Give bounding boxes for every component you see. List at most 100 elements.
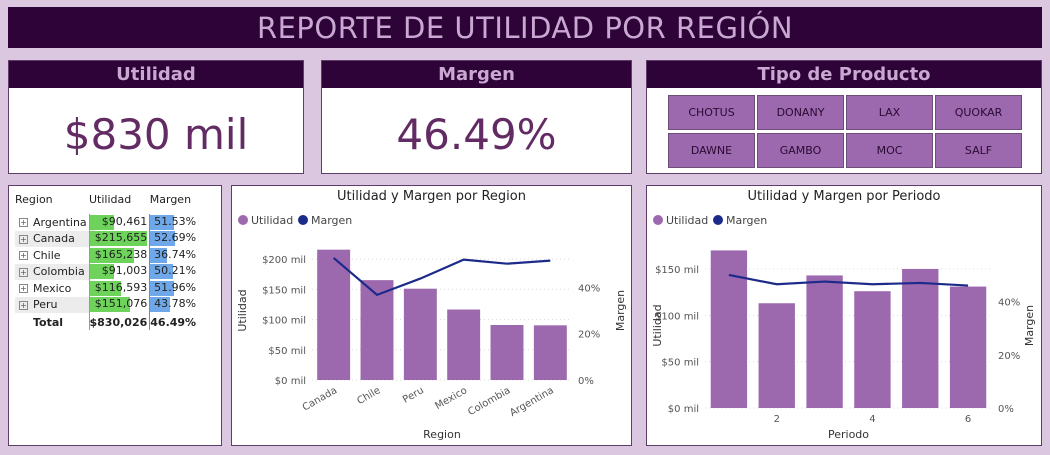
region-cell[interactable]: + Argentina <box>15 214 89 231</box>
utilidad-value: $151,076 <box>94 297 148 311</box>
chart-region-title: Utilidad y Margen por Region <box>337 189 526 204</box>
expand-icon[interactable]: + <box>19 218 28 228</box>
region-cell[interactable]: + Chile <box>15 247 89 264</box>
col-header-margen[interactable]: Margen <box>149 193 192 206</box>
total-label: Total <box>33 316 64 330</box>
x-tick-label: Peru <box>401 385 426 406</box>
product-type-slicer: Tipo de Producto CHOTUS DONANY LAX QUOKA… <box>646 60 1042 174</box>
legend-utilidad-label: Utilidad <box>666 214 708 227</box>
margen-databar <box>150 247 168 263</box>
margen-value: 43.78% <box>154 297 197 311</box>
table-total-row: Total $830,026 46.49% <box>15 313 199 330</box>
region-cell[interactable]: + Peru <box>15 296 89 313</box>
utilidad-value: $215,655 <box>94 231 148 245</box>
table-row[interactable]: + Mexico $116,593 51.96% <box>15 280 199 297</box>
table-row[interactable]: + Colombia $91,003 50.21% <box>15 263 199 280</box>
legend-margen-label: Margen <box>726 214 767 227</box>
col-header-region[interactable]: Region <box>15 193 53 206</box>
utilidad-databar <box>89 297 130 313</box>
expand-icon[interactable]: + <box>19 267 28 277</box>
margen-databar <box>150 214 175 230</box>
legend-margen-label: Margen <box>311 214 352 227</box>
slicer-options: CHOTUS DONANY LAX QUOKAR DAWNE GAMBO MOC… <box>668 95 1022 168</box>
legend-utilidad-label: Utilidad <box>251 214 293 227</box>
bar-utilidad <box>854 291 891 408</box>
margen-cell: 43.78% <box>149 296 199 313</box>
expand-icon[interactable]: + <box>19 251 28 261</box>
utilidad-cell: $91,003 <box>88 263 150 280</box>
margen-value: 52.69% <box>154 231 197 245</box>
chart-card-region: Utilidad y Margen por Region Utilidad Mar… <box>231 185 632 446</box>
kpi-utilidad-label: Utilidad <box>9 61 303 88</box>
utilidad-cell: $90,461 <box>88 214 150 231</box>
table-row[interactable]: + Chile $165,238 36.74% <box>15 247 199 264</box>
region-name: Chile <box>33 248 61 262</box>
y2-tick-label: 0% <box>578 376 594 387</box>
bar-utilidad <box>758 303 795 408</box>
margen-value: 51.53% <box>154 214 197 228</box>
slicer-option-donany[interactable]: DONANY <box>757 95 844 130</box>
table-row[interactable]: + Canada $215,655 52.69% <box>15 230 199 247</box>
margen-value: 50.21% <box>154 264 197 278</box>
expand-icon[interactable]: + <box>19 284 28 294</box>
utilidad-cell: $165,238 <box>88 247 150 264</box>
slicer-option-quokar[interactable]: QUOKAR <box>935 95 1022 130</box>
y2-tick-label: 40% <box>998 298 1020 309</box>
bar-utilidad <box>533 325 567 380</box>
total-utilidad: $830,026 <box>88 313 150 330</box>
slicer-option-moc[interactable]: MOC <box>846 133 933 168</box>
utilidad-value: $165,238 <box>94 247 148 261</box>
margen-databar <box>150 231 175 247</box>
region-cell[interactable]: + Canada <box>15 230 89 247</box>
margen-cell: 51.53% <box>149 214 199 231</box>
x-tick-label: Chile <box>355 385 382 407</box>
utilidad-value: $91,003 <box>101 264 148 278</box>
bar-utilidad <box>447 309 481 380</box>
utilidad-databar <box>89 247 134 263</box>
y-axis-title: Utilidad <box>651 304 664 346</box>
utilidad-databar <box>89 214 114 230</box>
margen-databar <box>150 297 171 313</box>
region-name: Peru <box>33 298 58 312</box>
bar-utilidad <box>902 268 939 408</box>
bar-utilidad <box>949 286 987 408</box>
region-cell[interactable]: + Mexico <box>15 280 89 297</box>
x-tick-label: 4 <box>869 414 875 425</box>
chart-region-svg: Utilidad Margen $0 mil $50 mil $100 mil $150 … <box>236 214 627 441</box>
expand-icon[interactable]: + <box>19 300 28 310</box>
bar-utilidad <box>806 275 843 408</box>
expand-icon[interactable]: + <box>19 234 28 244</box>
slicer-option-dawne[interactable]: DAWNE <box>668 133 755 168</box>
region-cell[interactable]: + Colombia <box>15 263 89 280</box>
slicer-option-gambo[interactable]: GAMBO <box>757 133 844 168</box>
kpi-card-margen: Margen 46.49% <box>321 60 632 174</box>
region-name: Colombia <box>33 265 85 279</box>
region-name: Argentina <box>33 215 87 229</box>
slicer-option-salf[interactable]: SALF <box>935 133 1022 168</box>
line-margen <box>728 273 969 287</box>
y2-tick-label: 0% <box>998 404 1014 415</box>
bar-utilidad <box>710 250 748 408</box>
region-table-card: Region Utilidad Margen + Argentina $90,461… <box>8 185 222 446</box>
margen-value: 51.96% <box>154 280 197 294</box>
bar-utilidad <box>490 325 524 380</box>
y-tick-label: $150 mil <box>262 285 306 296</box>
y-tick-label: $0 mil <box>275 376 306 387</box>
legend-utilidad-swatch <box>653 215 663 225</box>
y2-axis-title: Margen <box>1023 305 1036 346</box>
slicer-title: Tipo de Producto <box>647 61 1041 88</box>
y-tick-label: $100 mil <box>655 311 699 322</box>
col-header-utilidad[interactable]: Utilidad <box>89 193 132 206</box>
x-tick-label: Colombia <box>466 385 512 418</box>
slicer-option-lax[interactable]: LAX <box>846 95 933 130</box>
table-row[interactable]: + Argentina $90,461 51.53% <box>15 214 199 231</box>
legend-utilidad-swatch <box>238 215 248 225</box>
slicer-option-chotus[interactable]: CHOTUS <box>668 95 755 130</box>
margen-databar <box>150 280 175 296</box>
y-tick-label: $150 mil <box>655 265 699 276</box>
margen-value: 36.74% <box>154 247 197 261</box>
table-row[interactable]: + Peru $151,076 43.78% <box>15 296 199 313</box>
x-tick-label: Argentina <box>508 385 556 419</box>
utilidad-cell: $151,076 <box>88 296 150 313</box>
margen-cell: 51.96% <box>149 280 199 297</box>
